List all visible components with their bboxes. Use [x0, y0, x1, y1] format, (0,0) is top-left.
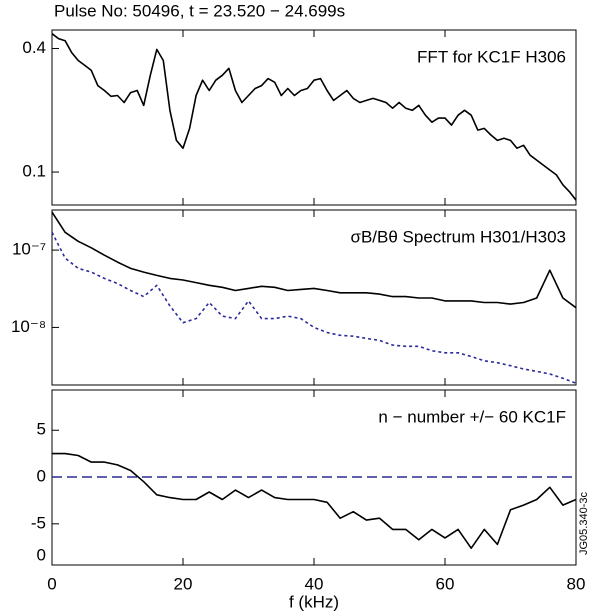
- y-tick-label: -5: [31, 513, 46, 532]
- x-axis-label: f (kHz): [289, 592, 339, 611]
- data-line: [51, 231, 577, 384]
- x-tick-label: 0: [47, 574, 56, 593]
- chart-title: Pulse No: 50496, t = 23.520 − 24.699s: [54, 1, 345, 20]
- panel-annotation: n − number +/− 60 KC1F: [378, 407, 566, 426]
- y-tick-label: 10⁻⁸: [11, 317, 46, 336]
- y-tick-label: 0.4: [22, 38, 46, 57]
- stray-label: 0: [37, 545, 46, 564]
- panel-annotation: FFT for KC1F H306: [417, 47, 566, 66]
- x-tick-label: 20: [174, 574, 193, 593]
- panel-annotation: σB/Bθ Spectrum H301/H303: [350, 227, 566, 246]
- x-tick-label: 80: [567, 574, 586, 593]
- y-tick-label: 5: [37, 420, 46, 439]
- data-line: [51, 33, 577, 201]
- data-line: [51, 211, 577, 309]
- data-line: [52, 452, 577, 549]
- x-tick-label: 40: [305, 574, 324, 593]
- y-tick-label: 10⁻⁷: [12, 240, 46, 259]
- y-tick-label: 0.1: [22, 162, 46, 181]
- figure-code: JG05.340-3c: [578, 492, 590, 555]
- x-tick-label: 60: [436, 574, 455, 593]
- y-tick-label: 0: [37, 467, 46, 486]
